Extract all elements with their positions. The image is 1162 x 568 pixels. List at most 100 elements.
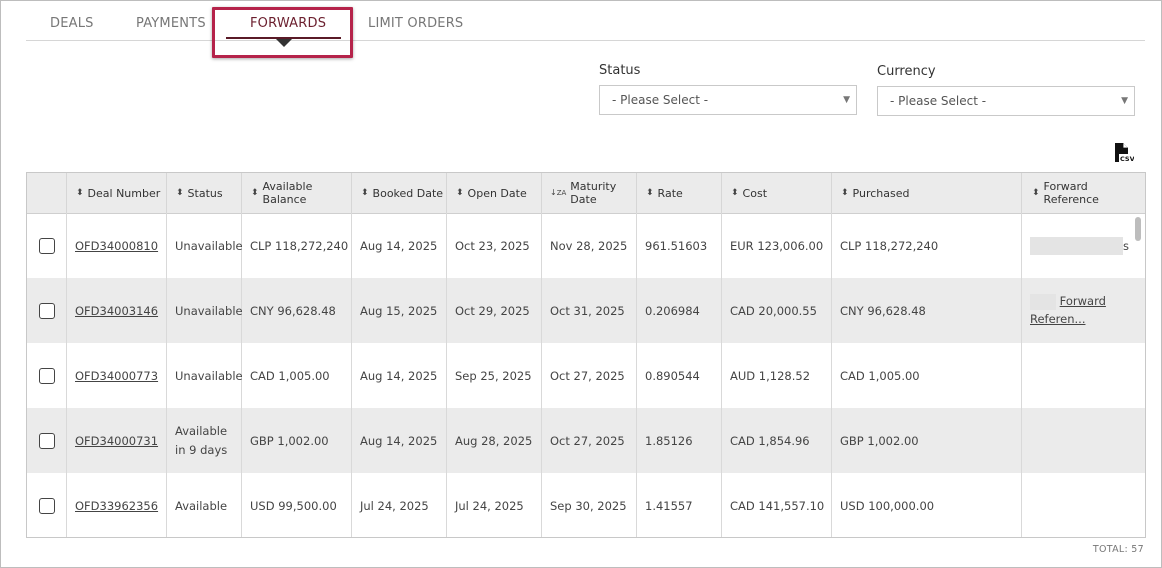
svg-text:CSV: CSV [1120,155,1134,163]
reference-tail: s [1123,238,1129,253]
tab-bar: DEALS PAYMENTS FORWARDS LIMIT ORDERS [26,0,1145,41]
chevron-down-icon: ▼ [843,95,850,105]
table-row: OFD34000731 Available in 9 days GBP 1,00… [27,408,1145,473]
table-header: ⬍ Deal Number ⬍ Status ⬍ Available Balance … [27,173,1145,214]
row-checkbox[interactable] [38,367,55,384]
rate-cell: 1.41557 [637,473,722,537]
maturity-date-cell: Sep 30, 2025 [542,473,637,537]
status-cell: Unavailable [167,343,243,408]
balance-cell: GBP 1,002.00 [242,408,352,473]
cost-cell: CAD 141,557.10 [722,473,832,537]
open-date-cell: Aug 28, 2025 [447,408,542,473]
sort-za-icon: ↓ZA [550,188,567,197]
purchased-cell: USD 100,000.00 [832,473,1022,537]
redacted-text [1030,236,1123,255]
active-tab-underline [226,37,341,39]
deal-number-link[interactable]: OFD34003146 [75,303,159,318]
tab-deals[interactable]: DEALS [50,16,94,31]
sort-icon: ⬍ [176,187,184,198]
currency-filter-label: Currency [877,64,936,79]
status-cell: Available in 9 days [167,408,242,473]
sort-icon: ⬍ [731,187,739,198]
tab-payments[interactable]: PAYMENTS [136,16,206,31]
table-row: OFD34000773 Unavailable CAD 1,005.00 Aug… [27,343,1145,408]
table-row: OFD34000810 Unavailable CLP 118,272,240 … [27,213,1145,278]
header-purchased[interactable]: ⬍ Purchased [832,173,1022,213]
purchased-cell: CLP 118,272,240 [832,213,1022,278]
open-date-cell: Sep 25, 2025 [447,343,542,408]
purchased-cell: GBP 1,002.00 [832,408,1022,473]
header-available-balance[interactable]: ⬍ Available Balance [242,173,352,213]
booked-date-cell: Aug 14, 2025 [352,213,447,278]
balance-cell: CLP 118,272,240 [242,213,352,278]
cost-cell: CAD 1,854.96 [722,408,832,473]
status-select[interactable]: - Please Select - ▼ [599,85,857,115]
csv-file-icon[interactable]: CSV [1112,142,1135,164]
cost-cell: AUD 1,128.52 [722,343,832,408]
forward-reference-cell [1022,408,1145,473]
tab-limit-orders[interactable]: LIMIT ORDERS [368,16,464,31]
booked-date-cell: Aug 15, 2025 [352,278,447,343]
cost-cell: CAD 20,000.55 [722,278,832,343]
open-date-cell: Oct 29, 2025 [447,278,542,343]
maturity-date-cell: Oct 31, 2025 [542,278,637,343]
sort-icon: ⬍ [361,187,369,198]
balance-cell: USD 99,500.00 [242,473,352,537]
deal-number-link[interactable]: OFD34000773 [75,368,159,383]
table-row: OFD34003146 Unavailable CNY 96,628.48 Au… [27,278,1145,343]
sort-icon: ⬍ [456,187,464,198]
booked-date-cell: Aug 14, 2025 [352,343,447,408]
deal-number-link[interactable]: OFD33962356 [75,498,159,513]
total-count: TOTAL: 57 [1092,544,1144,555]
sort-icon: ⬍ [646,187,654,198]
header-select-column [27,173,67,213]
status-cell: Available [167,473,242,537]
header-rate[interactable]: ⬍ Rate [637,173,722,213]
header-booked-date[interactable]: ⬍ Booked Date [352,173,447,213]
row-checkbox[interactable] [38,237,55,254]
open-date-cell: Jul 24, 2025 [447,473,542,537]
forward-reference-cell: Forward Referen... [1022,278,1145,343]
maturity-date-cell: Nov 28, 2025 [542,213,637,278]
purchased-cell: CNY 96,628.48 [832,278,1022,343]
balance-cell: CAD 1,005.00 [242,343,352,408]
deal-number-link[interactable]: OFD34000731 [75,433,159,448]
maturity-date-cell: Oct 27, 2025 [542,343,637,408]
forward-reference-cell [1022,343,1145,408]
purchased-cell: CAD 1,005.00 [832,343,1022,408]
rate-cell: 961.51603 [637,213,722,278]
open-date-cell: Oct 23, 2025 [447,213,542,278]
active-tab-caret-icon [276,39,292,47]
currency-select-value: - Please Select - [890,94,987,108]
header-status[interactable]: ⬍ Status [167,173,242,213]
forwards-table: ⬍ Deal Number ⬍ Status ⬍ Available Balance … [26,172,1146,538]
header-maturity-date[interactable]: ↓ZA Maturity Date [542,173,637,213]
row-checkbox[interactable] [38,497,55,514]
rate-cell: 0.890544 [637,343,722,408]
header-deal-number[interactable]: ⬍ Deal Number [67,173,167,213]
header-cost[interactable]: ⬍ Cost [722,173,832,213]
forward-reference-link[interactable]: Forward [1059,294,1106,308]
forward-reference-link[interactable]: Referen... [1030,312,1086,326]
forward-reference-cell [1022,473,1145,537]
tab-forwards[interactable]: FORWARDS [250,16,327,31]
sort-icon: ⬍ [251,187,259,198]
status-cell: Unavailable [167,213,243,278]
chevron-down-icon: ▼ [1121,96,1128,106]
row-checkbox[interactable] [38,432,55,449]
deal-number-link[interactable]: OFD34000810 [75,238,159,253]
booked-date-cell: Jul 24, 2025 [352,473,447,537]
status-filter-label: Status [599,63,641,78]
row-checkbox[interactable] [38,302,55,319]
status-select-value: - Please Select - [612,93,709,107]
table-row: OFD33962356 Available USD 99,500.00 Jul … [27,473,1145,537]
header-forward-reference[interactable]: ⬍ Forward Reference [1032,180,1099,206]
sort-icon: ⬍ [841,187,849,198]
balance-cell: CNY 96,628.48 [242,278,352,343]
rate-cell: 0.206984 [637,278,722,343]
currency-select[interactable]: - Please Select - ▼ [877,86,1135,116]
booked-date-cell: Aug 14, 2025 [352,408,447,473]
rate-cell: 1.85126 [637,408,722,473]
vertical-scrollbar[interactable] [1135,217,1141,241]
header-open-date[interactable]: ⬍ Open Date [447,173,542,213]
